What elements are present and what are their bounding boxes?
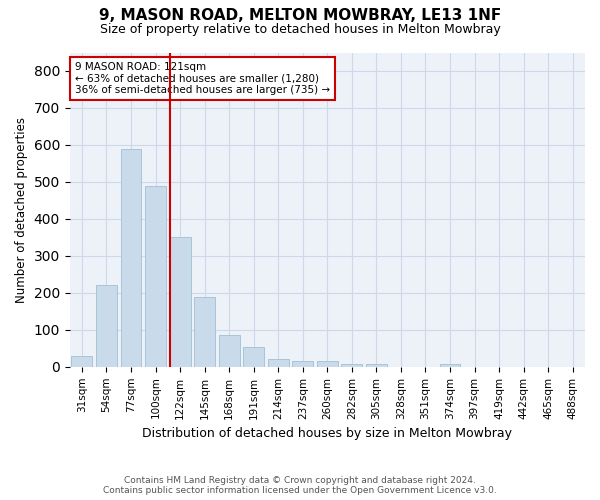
Bar <box>170 238 191 367</box>
Text: 9, MASON ROAD, MELTON MOWBRAY, LE13 1NF: 9, MASON ROAD, MELTON MOWBRAY, LE13 1NF <box>99 8 501 22</box>
Y-axis label: Number of detached properties: Number of detached properties <box>15 116 28 302</box>
Bar <box>366 364 387 367</box>
X-axis label: Distribution of detached houses by size in Melton Mowbray: Distribution of detached houses by size … <box>142 427 512 440</box>
Bar <box>317 362 338 367</box>
Bar <box>440 364 460 367</box>
Bar <box>71 356 92 367</box>
Bar <box>243 347 264 367</box>
Bar <box>341 364 362 367</box>
Bar <box>292 362 313 367</box>
Text: Size of property relative to detached houses in Melton Mowbray: Size of property relative to detached ho… <box>100 22 500 36</box>
Text: 9 MASON ROAD: 121sqm
← 63% of detached houses are smaller (1,280)
36% of semi-de: 9 MASON ROAD: 121sqm ← 63% of detached h… <box>75 62 330 95</box>
Bar <box>268 360 289 367</box>
Bar <box>121 148 142 367</box>
Bar <box>219 336 239 367</box>
Bar <box>194 296 215 367</box>
Text: Contains HM Land Registry data © Crown copyright and database right 2024.
Contai: Contains HM Land Registry data © Crown c… <box>103 476 497 495</box>
Bar <box>96 286 117 367</box>
Bar <box>145 186 166 367</box>
